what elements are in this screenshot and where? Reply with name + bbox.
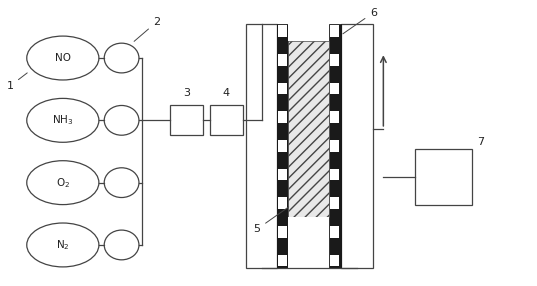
Bar bbox=[278, 255, 287, 266]
Bar bbox=[278, 54, 287, 65]
Bar bbox=[288, 24, 329, 41]
Bar bbox=[288, 217, 329, 268]
Bar bbox=[330, 25, 339, 37]
Text: NO: NO bbox=[55, 53, 71, 63]
Bar bbox=[278, 197, 287, 209]
Bar bbox=[416, 149, 471, 204]
Bar bbox=[278, 140, 287, 152]
Bar bbox=[278, 226, 287, 238]
Text: 3: 3 bbox=[183, 88, 190, 98]
Text: 4: 4 bbox=[223, 88, 230, 98]
Bar bbox=[277, 24, 288, 268]
Bar bbox=[278, 83, 287, 94]
Bar bbox=[278, 25, 287, 37]
Text: 2: 2 bbox=[134, 17, 161, 41]
Bar bbox=[330, 197, 339, 209]
Text: O$_2$: O$_2$ bbox=[56, 176, 70, 190]
Bar bbox=[330, 255, 339, 266]
Bar bbox=[288, 41, 329, 217]
Bar bbox=[330, 226, 339, 238]
Text: 1: 1 bbox=[6, 73, 27, 91]
Bar bbox=[330, 140, 339, 152]
Bar bbox=[330, 54, 339, 65]
Bar bbox=[278, 112, 287, 123]
Bar bbox=[246, 24, 277, 268]
Bar bbox=[329, 24, 340, 268]
Bar bbox=[330, 83, 339, 94]
Text: 7: 7 bbox=[477, 136, 484, 146]
Bar bbox=[170, 106, 203, 135]
Bar bbox=[278, 169, 287, 180]
Bar bbox=[330, 169, 339, 180]
Text: 5: 5 bbox=[253, 207, 289, 234]
Text: 6: 6 bbox=[343, 7, 377, 34]
Text: N$_2$: N$_2$ bbox=[56, 238, 70, 252]
Bar bbox=[330, 112, 339, 123]
Bar bbox=[210, 106, 243, 135]
Text: NH$_3$: NH$_3$ bbox=[52, 114, 74, 127]
Bar bbox=[341, 24, 373, 268]
